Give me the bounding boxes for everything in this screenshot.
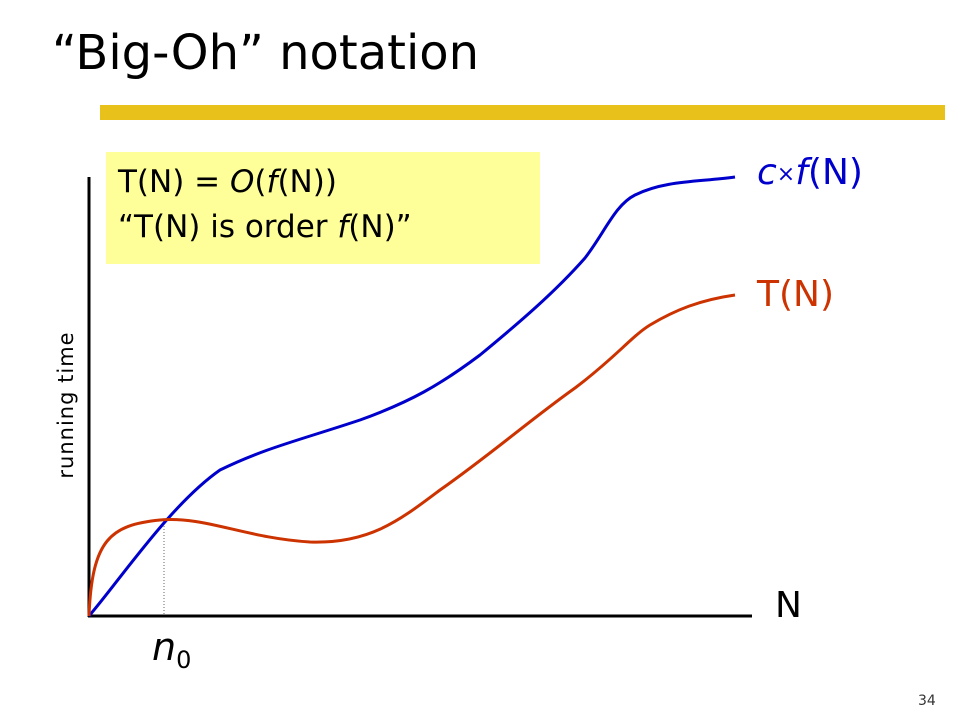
cfn-curve-label: c×f(N)	[757, 155, 863, 191]
tn-curve	[87, 293, 736, 617]
y-axis-label: running time	[54, 331, 78, 479]
definition-line-2-prefix: “T(N) is order	[118, 209, 338, 245]
tn-curve-label: T(N)	[757, 274, 835, 315]
cfn-c-symbol: c	[757, 152, 777, 193]
cfn-f-symbol: f	[795, 152, 808, 193]
page-number: 34	[918, 693, 936, 709]
x-axis-label: N	[775, 585, 802, 626]
definition-line-1: T(N) = O(f(N))	[118, 160, 540, 205]
cfn-times-symbol: ×	[776, 162, 796, 187]
definition-line-2-suffix: (N)”	[348, 209, 412, 245]
big-o-symbol: O	[230, 164, 255, 200]
definition-line-1-paren: (	[254, 164, 267, 200]
n0-subscript: 0	[176, 646, 192, 674]
cfn-curve	[87, 175, 736, 617]
definition-line-2: “T(N) is order f(N)”	[118, 205, 540, 250]
title-accent-bar	[100, 105, 945, 120]
n0-marker-label: n0	[152, 628, 191, 672]
definition-f-symbol-2: f	[337, 209, 349, 245]
cfn-argument: (N)	[807, 152, 863, 193]
definition-line-1-prefix: T(N) =	[118, 164, 230, 200]
definition-box: T(N) = O(f(N)) “T(N) is order f(N)”	[106, 152, 540, 264]
definition-line-1-suffix: (N))	[277, 164, 337, 200]
definition-f-symbol: f	[266, 164, 278, 200]
slide-title: “Big-Oh” notation	[52, 25, 480, 81]
n0-letter: n	[152, 625, 177, 669]
